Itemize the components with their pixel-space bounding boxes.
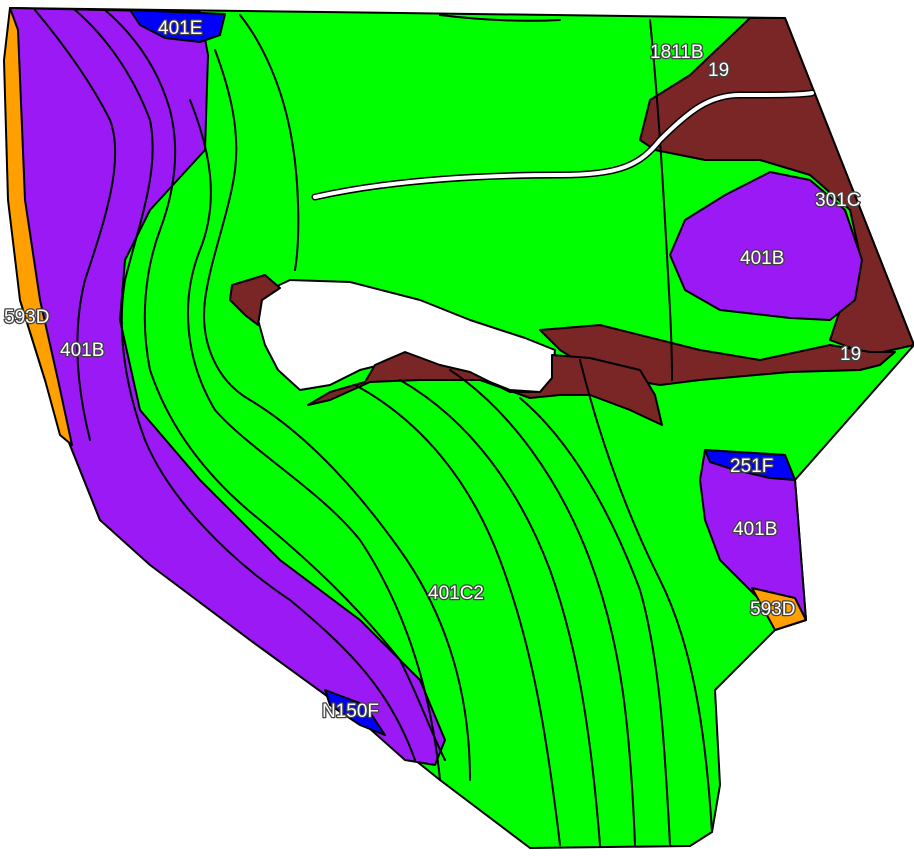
soil-unit-19-void-west [229, 274, 281, 326]
soil-unit-593D-west [3, 7, 73, 446]
label-N150F: N150F [322, 701, 379, 722]
label-401C2: 401C2 [428, 583, 484, 604]
label-251F: 251F [730, 456, 773, 477]
label-401B-east: 401B [740, 248, 784, 269]
soil-unit-593D-southeast [751, 587, 807, 631]
soil-unit-401E [129, 9, 226, 43]
soil-unit-251F [704, 449, 796, 481]
soil-unit-401B-west [9, 7, 446, 766]
soil-unit-N150F [324, 689, 386, 736]
road [311, 89, 816, 201]
label-593D-west: 593D [4, 307, 49, 328]
label-401B-west: 401B [60, 340, 104, 361]
unit-boundaries [34, 9, 713, 846]
label-401E: 401E [158, 18, 202, 39]
label-401B-southeast: 401B [733, 519, 777, 540]
label-19-right: 19 [840, 344, 861, 365]
label-19-top: 19 [708, 60, 729, 81]
label-593D-southeast: 593D [750, 599, 795, 620]
soil-unit-401B-east [669, 171, 863, 321]
label-301C: 301C [815, 190, 860, 211]
map-labels: 401E 1811B 19 301C 401B 593D 401B 19 251… [3, 17, 863, 724]
label-1811B: 1811B [650, 42, 704, 63]
soil-unit-19-void-south [307, 351, 663, 426]
